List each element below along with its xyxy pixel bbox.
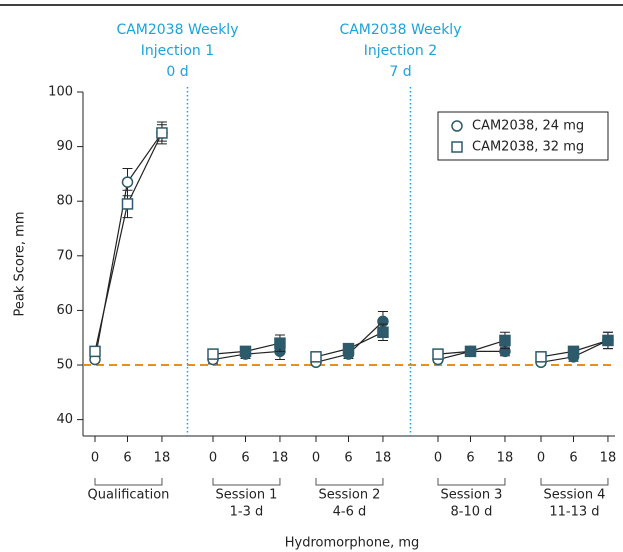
annotation: Injection 1 (141, 43, 214, 59)
annotation: CAM2038 Weekly (116, 22, 238, 38)
marker (239, 345, 252, 358)
group-label: 11-13 d (549, 505, 599, 520)
legend-marker (451, 120, 463, 132)
marker (342, 342, 355, 355)
x-tick-label: 6 (344, 451, 352, 466)
group-label: 1-3 d (230, 505, 264, 520)
x-tick-label: 6 (241, 451, 249, 466)
legend-box (437, 111, 609, 161)
group-label: Session 2 (318, 488, 380, 503)
legend-marker (451, 141, 463, 153)
marker (121, 176, 134, 188)
y-tick-label: 60 (56, 303, 73, 318)
group-label: Qualification (88, 488, 170, 503)
x-tick-label: 18 (497, 451, 514, 466)
y-tick-label: 100 (48, 85, 73, 100)
x-tick-label: 0 (91, 451, 99, 466)
marker (464, 345, 477, 358)
marker (432, 348, 444, 360)
group-label: Session 1 (215, 488, 277, 503)
marker (535, 351, 547, 363)
marker (89, 345, 101, 358)
annotation: 7 d (389, 64, 411, 80)
annotation: Injection 2 (364, 43, 437, 59)
y-tick-label: 70 (56, 248, 73, 263)
group-label: Session 4 (543, 488, 605, 503)
marker (567, 345, 580, 358)
group-label: 4-6 d (333, 505, 367, 520)
x-tick-label: 0 (209, 451, 217, 466)
y-tick-label: 90 (56, 139, 73, 154)
group-label: 8-10 d (451, 505, 493, 520)
legend-label: CAM2038, 32 mg (472, 140, 584, 155)
group-bracket (540, 478, 609, 486)
group-bracket (315, 478, 384, 486)
group-bracket (437, 478, 506, 486)
marker (207, 348, 219, 360)
series-line (94, 132, 163, 360)
annotation: 0 d (166, 64, 188, 80)
x-tick-label: 0 (434, 451, 442, 466)
marker (310, 351, 322, 363)
x-axis-label: Hydromorphone, mg (285, 536, 420, 551)
series-line (94, 132, 163, 352)
marker (602, 334, 614, 347)
marker (274, 337, 286, 349)
x-tick-label: 18 (272, 451, 289, 466)
annotation: CAM2038 Weekly (339, 22, 461, 38)
y-tick-label: 80 (56, 194, 73, 209)
x-tick-label: 6 (466, 451, 474, 466)
marker (156, 127, 168, 139)
y-tick-label: 50 (56, 358, 73, 373)
x-tick-label: 18 (375, 451, 392, 466)
x-tick-label: 0 (312, 451, 320, 466)
group-label: Session 3 (440, 488, 502, 503)
x-tick-label: 18 (154, 451, 171, 466)
y-axis-label: Peak Score, mm (13, 211, 28, 316)
marker (499, 334, 511, 347)
group-bracket (212, 478, 281, 486)
marker (121, 198, 134, 210)
x-tick-label: 6 (123, 451, 131, 466)
x-tick-label: 6 (569, 451, 577, 466)
y-tick-label: 40 (56, 412, 73, 427)
x-tick-label: 18 (600, 451, 617, 466)
x-tick-label: 0 (537, 451, 545, 466)
marker (377, 326, 389, 339)
legend-label: CAM2038, 24 mg (472, 119, 584, 134)
group-bracket (94, 478, 163, 486)
